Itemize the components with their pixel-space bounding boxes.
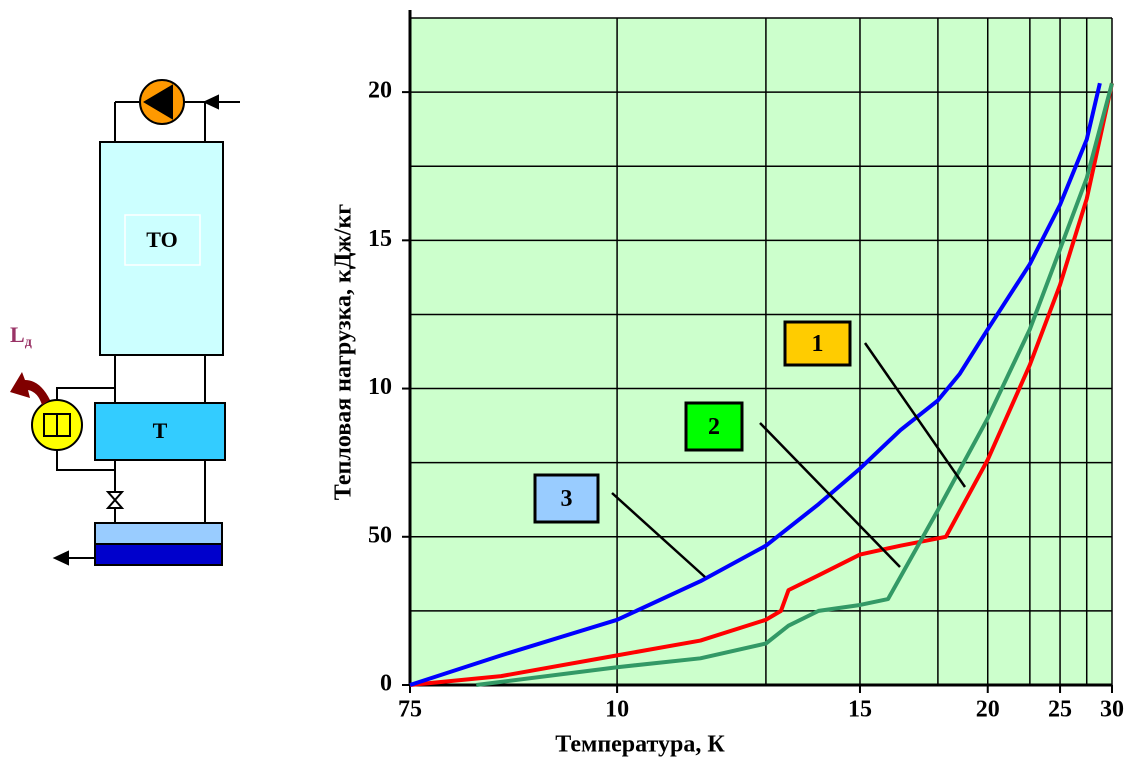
series-line [476, 82, 1114, 687]
leader-line [863, 342, 967, 488]
x-tick-label: 75 [398, 697, 422, 723]
leader-line [611, 492, 706, 578]
x-tick-label: 30 [1100, 697, 1124, 723]
legend-box [533, 473, 600, 524]
pipe [56, 450, 115, 471]
series-line [409, 82, 1114, 687]
legend-label: 2 [708, 414, 720, 440]
tank-top [94, 522, 223, 545]
y-tick-label: 10 [368, 374, 392, 400]
y-tick-label: 15 [368, 226, 392, 252]
x-tick-label: 25 [1048, 697, 1072, 723]
power-label: Lд [10, 322, 32, 350]
x-tick-label: 15 [848, 697, 872, 723]
exchanger-label-box [124, 214, 201, 266]
series-line [409, 82, 1102, 687]
legend-label: 1 [812, 331, 824, 357]
legend-box [684, 401, 744, 452]
power-arrow [10, 372, 50, 405]
pump-symbol [143, 84, 173, 120]
x-axis-label: Температура, К [555, 732, 725, 758]
legend-label: 3 [561, 486, 573, 512]
exchanger-box [99, 141, 224, 356]
plot-area [410, 18, 1112, 685]
arrow [202, 94, 219, 110]
legend-box [783, 320, 852, 367]
arrow [52, 550, 69, 566]
y-tick-label: 50 [368, 522, 392, 548]
y-axis-label: Тепловая нагрузка, кДж/кг [331, 204, 357, 500]
valve [105, 491, 125, 509]
y-tick-label: 0 [380, 671, 392, 697]
pipe [56, 387, 115, 400]
tank-bottom [94, 543, 223, 566]
y-tick-label: 20 [368, 78, 392, 104]
x-tick-label: 10 [605, 697, 629, 723]
leader-line [759, 422, 901, 568]
turbine-box [94, 402, 226, 461]
chart: 0 50 10 15 20 75 10 15 20 25 30 Температура, К Тепло… [331, 10, 1124, 758]
turbine-label: Т [153, 418, 168, 443]
exchanger-label: ТО [146, 227, 178, 252]
schematic [10, 79, 240, 566]
x-tick-label: 20 [976, 697, 1000, 723]
